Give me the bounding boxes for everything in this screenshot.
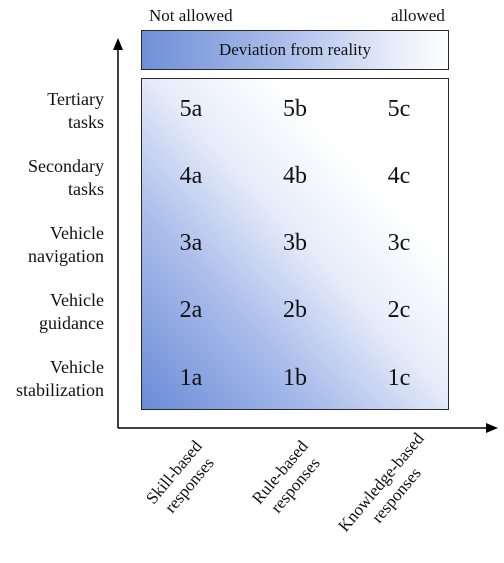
deviation-banner-text: Deviation from reality xyxy=(218,40,371,59)
cell-5c: 5c xyxy=(387,96,411,122)
cell-3a: 3a xyxy=(179,230,203,256)
deviation-banner: Deviation from reality xyxy=(141,30,449,70)
cell-4b: 4b xyxy=(283,163,307,189)
cell-1b: 1b xyxy=(283,365,307,391)
row-label-navigation: Vehicle navigation xyxy=(28,223,104,266)
row-label-secondary: Secondary tasks xyxy=(28,156,104,199)
row-label-tertiary: Tertiary tasks xyxy=(47,89,104,132)
cell-2a: 2a xyxy=(179,297,203,323)
x-axis-arrow xyxy=(486,423,498,433)
task-response-grid xyxy=(141,78,449,410)
cell-1c: 1c xyxy=(387,365,411,391)
row-label-guidance: Vehicle guidance xyxy=(39,290,104,333)
allowed-label: allowed xyxy=(391,6,445,25)
not-allowed-label: Not allowed xyxy=(149,6,233,25)
axes xyxy=(113,38,498,433)
cell-2c: 2c xyxy=(387,297,411,323)
y-axis-arrow xyxy=(113,38,123,50)
cell-2b: 2b xyxy=(283,297,307,323)
cell-1a: 1a xyxy=(179,365,203,391)
cell-3c: 3c xyxy=(387,230,411,256)
cell-5b: 5b xyxy=(283,96,307,122)
cell-4c: 4c xyxy=(387,163,411,189)
cell-3b: 3b xyxy=(283,230,307,256)
cell-5a: 5a xyxy=(179,96,203,122)
row-label-stabilization: Vehicle stabilization xyxy=(16,357,104,400)
cell-4a: 4a xyxy=(179,163,203,189)
